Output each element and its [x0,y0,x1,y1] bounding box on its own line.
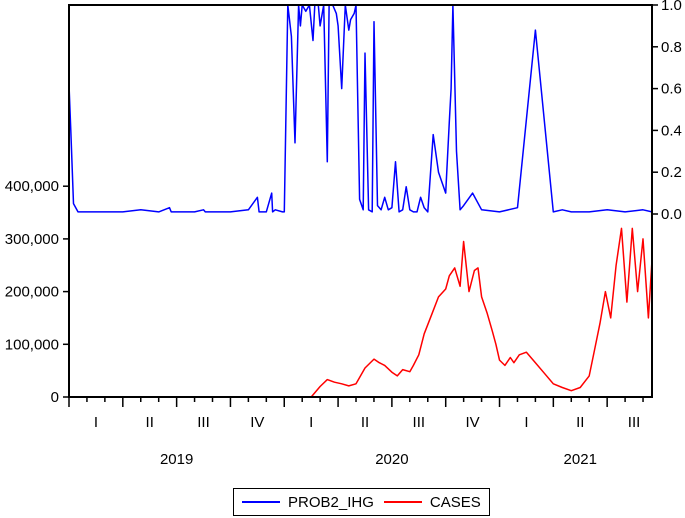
right-tick-label: 0.0 [661,206,682,223]
quarter-label: IV [250,414,264,431]
right-axis: 0.0 0.2 0.4 0.6 0.8 1.0 [652,0,682,223]
legend: PROB2_IHG CASES [233,488,490,516]
quarter-label: IV [466,414,480,431]
right-tick-label: 0.8 [661,39,682,56]
quarter-label: III [413,414,426,431]
quarter-label: II [361,414,369,431]
legend-label: PROB2_IHG [288,493,374,511]
right-tick-label: 1.0 [661,0,682,14]
left-tick-label: 200,000 [5,284,59,301]
year-label: 2021 [564,451,597,468]
plot-frame [68,4,653,398]
right-tick-label: 0.6 [661,81,682,98]
quarter-label: II [146,414,154,431]
legend-swatch-blue-line-icon [242,501,280,503]
quarter-label: II [576,414,584,431]
left-axis: 0 100,000 200,000 300,000 400,000 [5,178,69,406]
left-tick-label: 100,000 [5,336,59,353]
left-tick-label: 300,000 [5,231,59,248]
quarter-label: I [94,414,98,431]
legend-label: CASES [429,493,481,511]
left-tick-label: 400,000 [5,178,59,195]
legend-item-cases: CASES [383,493,481,511]
legend-item-prob2-ihg: PROB2_IHG [242,494,374,511]
series-line-prob2-ihg [68,4,653,213]
legend-swatch-red-line-icon [383,501,422,503]
right-tick-label: 0.2 [661,164,682,181]
left-tick-label: 0 [51,389,59,406]
series-line-cases [69,227,653,398]
series-layer [68,4,653,398]
quarter-label: III [628,414,641,431]
quarter-label: III [197,414,210,431]
quarter-label: I [524,414,528,431]
year-label: 2020 [375,451,408,468]
quarter-label: I [309,414,313,431]
year-label: 2019 [160,451,193,468]
right-tick-label: 0.4 [661,122,682,139]
